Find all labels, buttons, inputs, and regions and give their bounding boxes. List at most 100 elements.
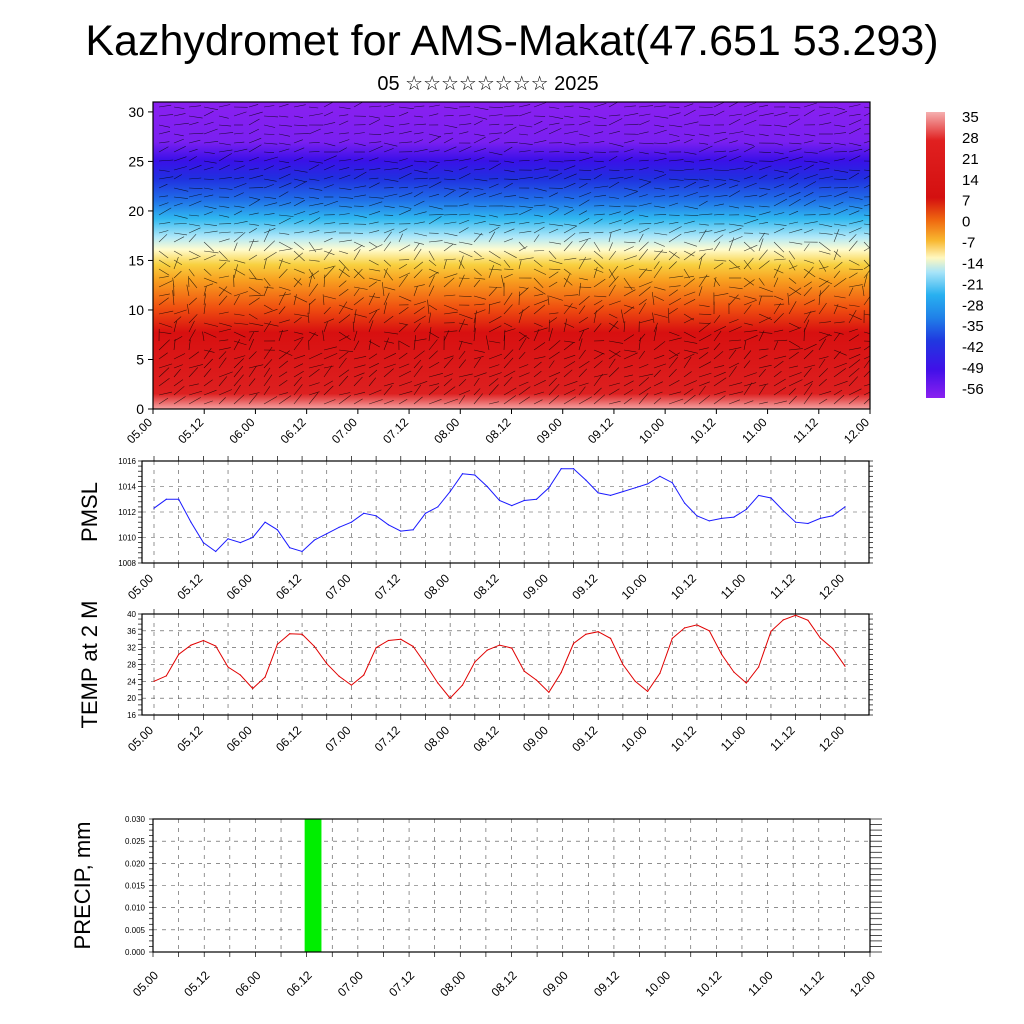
wind-vector (818, 331, 832, 337)
wind-vector (473, 295, 487, 300)
pmsl-point (424, 512, 427, 514)
wind-vector (293, 231, 304, 234)
wind-vector (518, 150, 531, 153)
wind-vector (323, 142, 336, 147)
wind-vector (758, 211, 771, 216)
wind-vector (203, 250, 219, 254)
wind-vector (563, 277, 573, 286)
wind-vector (293, 252, 304, 261)
wind-vector (788, 365, 798, 369)
wind-vector (323, 365, 334, 369)
wind-vector (293, 331, 304, 335)
wind-vector (668, 139, 681, 144)
wind-vector (638, 268, 648, 279)
wind-vector (278, 319, 290, 324)
wind-vector (743, 219, 759, 225)
wind-vector (833, 304, 839, 315)
wind-vector (533, 361, 542, 369)
wind-vector (473, 187, 484, 190)
wind-vector (623, 140, 635, 144)
wind-vector (308, 331, 319, 336)
temp-point (671, 637, 673, 640)
wind-vector (683, 103, 694, 108)
wind-vector (518, 337, 527, 351)
wind-vector (698, 256, 703, 270)
wind-vector (518, 260, 522, 270)
wind-vector (308, 270, 320, 279)
wind-vector (578, 232, 590, 234)
wind-vector (203, 230, 218, 234)
wind-vector (863, 241, 870, 249)
wind-vector (833, 249, 839, 261)
wind-vector (653, 295, 665, 301)
wind-vector (203, 241, 215, 252)
wind-vector (518, 331, 530, 340)
temp-point (782, 619, 784, 621)
wind-vector (683, 192, 698, 198)
wind-vector (233, 259, 246, 264)
wind-vector (353, 340, 360, 351)
wind-vector (458, 166, 468, 171)
wind-vector (188, 397, 201, 405)
wind-vector (173, 166, 187, 171)
wind-vector (248, 223, 259, 226)
wind-vector (803, 328, 805, 342)
wind-vector (803, 299, 815, 306)
wind-vector (398, 106, 414, 109)
wind-vector (533, 151, 544, 153)
wind-vector (743, 335, 758, 342)
wind-vector (413, 184, 428, 189)
wind-vector (428, 160, 440, 163)
wind-vector (293, 241, 305, 251)
pmslPanel-x-tick-label: 06.00 (224, 571, 255, 602)
wind-vector (518, 287, 529, 297)
temp-point (239, 674, 241, 676)
wind-vector (533, 102, 547, 108)
wind-vector (728, 227, 742, 234)
wind-vector (188, 268, 195, 277)
wind-vector (248, 254, 258, 261)
wind-vector (248, 156, 260, 162)
wind-vector (788, 351, 799, 360)
wind-vector (653, 381, 663, 387)
wind-vector (263, 258, 267, 270)
wind-vector (788, 340, 801, 348)
wind-vector (653, 115, 669, 119)
wind-vector (398, 307, 409, 315)
wind-vector (518, 334, 527, 342)
wind-vector (563, 389, 576, 396)
wind-vector (593, 160, 604, 163)
wind-vector (158, 230, 169, 234)
wind-vector (383, 268, 388, 279)
wind-vector (338, 314, 351, 324)
wind-vector (353, 249, 361, 261)
wind-vector (353, 168, 365, 171)
wind-vector (563, 165, 576, 171)
tempPanel-y-tick-label: 24 (127, 677, 136, 686)
wind-vector (818, 160, 830, 164)
wind-vector (233, 355, 246, 360)
wind-vector (278, 330, 289, 333)
wind-vector (773, 241, 785, 253)
wind-vector (728, 190, 741, 198)
wind-vector (608, 196, 620, 199)
wind-vector (848, 127, 861, 135)
wind-vector (667, 308, 670, 324)
wind-vector (488, 325, 502, 333)
wind-vector (608, 169, 620, 171)
wind-vector (653, 266, 663, 279)
wind-vector (668, 368, 677, 378)
wind-vector (698, 352, 709, 360)
wind-vector (683, 214, 699, 216)
wind-vector (233, 177, 245, 180)
wind-vector (743, 214, 756, 218)
wind-vector (518, 230, 532, 234)
pmsl-point (597, 492, 599, 494)
wind-vector (818, 333, 831, 342)
wind-vector (653, 286, 666, 291)
wind-vector (758, 348, 769, 351)
wind-vector (608, 155, 618, 162)
wind-vector (368, 141, 382, 144)
wind-vector (188, 233, 197, 243)
wind-vector (683, 109, 696, 117)
